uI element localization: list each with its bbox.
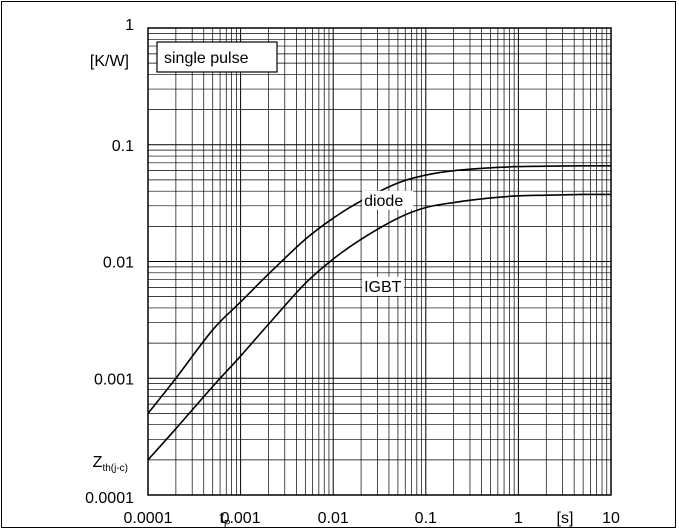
- x-tick-label: 0.0001: [124, 510, 173, 527]
- plot-border: [147, 27, 612, 496]
- labels-layer: diode IGBT: [362, 190, 414, 296]
- x-tick-label: 1: [514, 510, 523, 527]
- y-axis-label: Zth(j-c): [93, 454, 128, 474]
- x-tick-label: 0.01: [318, 510, 349, 527]
- series-line-igbt: [147, 193, 612, 461]
- x-axis-unit: [s]: [557, 510, 574, 527]
- x-tick-label: 0.001: [221, 510, 261, 527]
- x-axis-label: tP: [219, 510, 230, 530]
- x-tick-label: 0.1: [415, 510, 437, 527]
- y-tick-label: 0.0001: [85, 490, 134, 507]
- y-tick-label: 1: [125, 17, 134, 34]
- y-axis-symbol: Z: [93, 454, 103, 471]
- series-label-bg: [362, 276, 405, 296]
- series-layer: [147, 164, 612, 461]
- x-tick-label: 10: [602, 510, 620, 527]
- annotation-box: [156, 41, 278, 73]
- series-label-diode: diode: [364, 193, 403, 210]
- annotation-text: single pulse: [164, 50, 249, 67]
- series-label-bg: [362, 190, 414, 210]
- y-axis-subscript: th(j-c): [102, 463, 128, 474]
- x-axis-subscript: P: [224, 519, 231, 530]
- series-label-igbt: IGBT: [364, 279, 402, 296]
- y-tick-labels: 1 0.1 0.01 0.001 0.0001: [85, 17, 134, 507]
- y-tick-label: 0.01: [103, 255, 134, 272]
- y-tick-label: 0.1: [112, 138, 134, 155]
- y-axis-unit: [K/W]: [90, 53, 129, 70]
- x-tick-labels: 0.0001 0.001 0.01 0.1 1 10: [124, 510, 620, 527]
- x-axis-symbol: t: [219, 510, 224, 527]
- y-tick-label: 0.001: [94, 371, 134, 388]
